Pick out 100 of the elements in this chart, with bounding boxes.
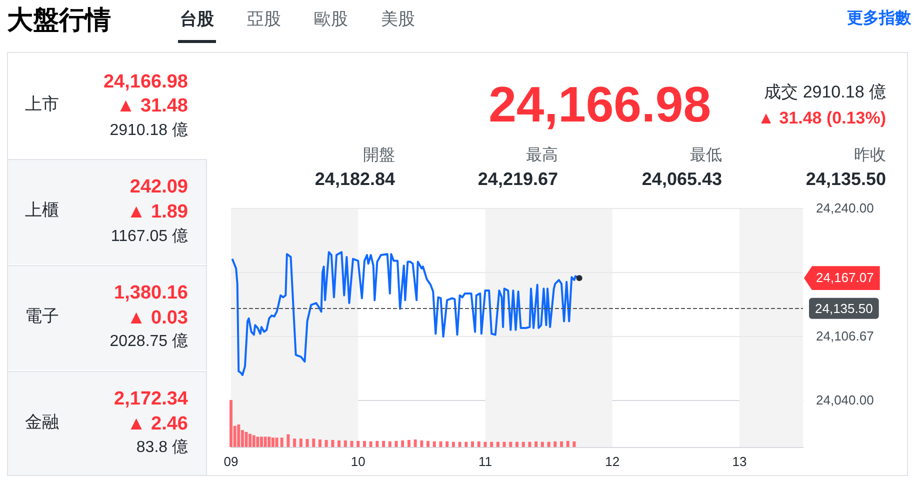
bar (534, 441, 538, 447)
text: ▲ 31.48 (116, 96, 188, 118)
bar (324, 440, 328, 447)
bar (299, 438, 302, 447)
text: 電子 (25, 306, 59, 326)
bar (382, 440, 386, 447)
bar (566, 440, 570, 447)
text: 24,166.98 (103, 72, 188, 94)
bar (554, 441, 557, 447)
bar (407, 440, 410, 447)
bar (394, 440, 398, 447)
text: 1167.05 億 (110, 228, 188, 246)
text: 最低 (690, 147, 722, 165)
text: 台股 (180, 10, 214, 30)
text: 上市 (25, 94, 59, 114)
text: 歐股 (314, 10, 348, 30)
bar (477, 441, 480, 447)
text: 美股 (381, 10, 415, 30)
text: 24,219.67 (478, 169, 558, 190)
x-tick-label: 12 (605, 454, 620, 469)
text: ▲ 2.46 (126, 414, 188, 436)
bar (230, 400, 232, 447)
bar (318, 439, 322, 447)
bar (306, 439, 309, 447)
bar (432, 441, 436, 447)
text: 24,166.98 (488, 76, 711, 132)
bar (244, 432, 248, 447)
bar (350, 440, 354, 447)
text: 2,172.34 (114, 388, 188, 410)
text: 更多指數 (847, 10, 911, 28)
bar (312, 438, 316, 447)
bar (237, 424, 240, 447)
text: 金融 (25, 412, 59, 432)
y-tick-label: 24,040.00 (816, 392, 874, 408)
bar (458, 442, 462, 447)
text: 成交 2910.18 億 (764, 82, 886, 102)
bar (560, 441, 563, 447)
bar (540, 442, 544, 447)
text: 最高 (526, 147, 558, 165)
text: 大盤行情 (7, 4, 111, 35)
bar (471, 441, 474, 447)
bar (496, 442, 500, 447)
text: 2028.75 億 (110, 333, 188, 351)
bar (388, 441, 392, 447)
bar (264, 436, 267, 447)
bar (439, 441, 442, 447)
text: ▲ 1.89 (126, 202, 188, 224)
bar (426, 440, 430, 447)
text: 24,182.84 (314, 169, 395, 190)
bar (464, 442, 468, 447)
bar (293, 438, 296, 447)
text: 1,380.16 (114, 282, 188, 304)
text: 昨收 (854, 147, 886, 165)
ref-line-label: 24,135.50 (815, 300, 873, 316)
bar (420, 440, 424, 447)
x-tick-label: 10 (350, 454, 366, 469)
bar (509, 442, 512, 447)
bar (260, 436, 264, 447)
bar (446, 441, 449, 447)
bar (256, 436, 260, 447)
text: 83.8 億 (136, 439, 188, 457)
bar (268, 436, 271, 447)
bar (502, 442, 506, 447)
bar (516, 442, 518, 447)
x-tick-label: 13 (732, 454, 747, 469)
text: ▲ 0.03 (126, 308, 188, 330)
text: 242.09 (130, 176, 188, 198)
text: 24,065.43 (642, 169, 722, 190)
bar (572, 441, 576, 447)
bar (252, 435, 256, 447)
text: 24,135.50 (806, 169, 886, 190)
bar (331, 440, 334, 447)
bar (356, 440, 360, 447)
bar (414, 439, 417, 447)
bar (344, 440, 347, 447)
bar (401, 440, 404, 447)
bar (484, 442, 487, 447)
text: 亞股 (247, 10, 281, 30)
text: 上櫃 (25, 200, 59, 220)
text: 24,167.07 (804, 266, 880, 290)
x-tick-label: 11 (478, 454, 492, 469)
bar (275, 438, 278, 447)
y-tick-label: 24,240.00 (816, 200, 874, 216)
bar (280, 438, 284, 447)
y-tick-label: 24,106.67 (816, 328, 874, 344)
bar (338, 440, 341, 447)
text: ▲ 31.48 (0.13%) (758, 108, 886, 128)
bar (547, 442, 550, 447)
bar (369, 441, 372, 447)
bar (528, 442, 532, 447)
bar (376, 440, 379, 447)
text: 開盤 (363, 147, 395, 165)
bar (286, 434, 290, 447)
x-tick-label: 09 (224, 454, 238, 469)
bar (490, 442, 494, 447)
bar (452, 442, 455, 447)
bar (248, 434, 252, 447)
bar (362, 440, 366, 447)
text: 2910.18 億 (110, 122, 188, 140)
bar (271, 438, 274, 447)
